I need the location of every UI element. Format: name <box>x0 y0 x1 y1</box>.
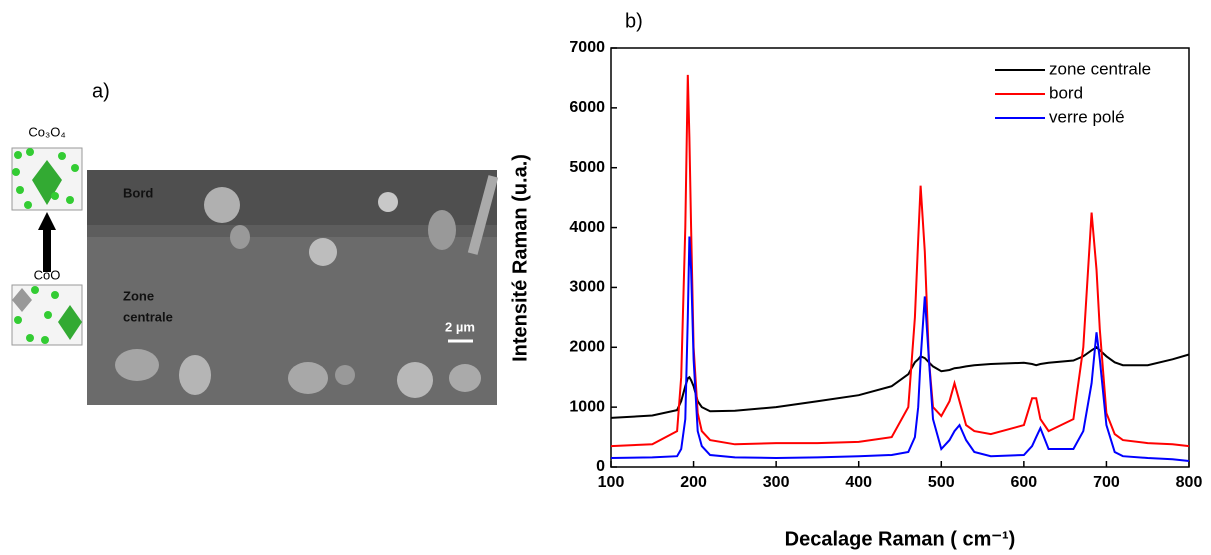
crystal-icon <box>11 147 83 211</box>
legend-label: zone centrale <box>1049 59 1151 78</box>
x-tick-label: 200 <box>680 474 707 491</box>
y-tick-label: 6000 <box>569 99 605 116</box>
structure-label: CoO <box>34 267 61 282</box>
y-tick-label: 1000 <box>569 398 605 415</box>
sem-label: Zone <box>123 288 154 303</box>
x-tick-label: 400 <box>845 474 872 491</box>
arrow <box>38 212 56 272</box>
y-tick-label: 0 <box>596 458 605 475</box>
y-tick-label: 4000 <box>569 219 605 236</box>
x-tick-label: 500 <box>928 474 955 491</box>
series-line <box>610 236 1190 462</box>
x-tick-label: 100 <box>598 474 625 491</box>
x-tick-label: 600 <box>1011 474 1038 491</box>
y-tick-label: 3000 <box>569 279 605 296</box>
x-tick-label: 800 <box>1176 474 1203 491</box>
x-tick-label: 700 <box>1093 474 1120 491</box>
series-line <box>610 346 1190 419</box>
x-axis-title: Decalage Raman ( cm⁻¹) <box>785 528 1016 550</box>
legend-label: bord <box>1049 83 1083 102</box>
y-tick-label: 7000 <box>569 39 605 56</box>
sem-label: Bord <box>123 185 153 200</box>
y-axis-title: Intensité Raman (u.a.) <box>509 154 531 362</box>
plot-frame <box>610 47 1190 468</box>
sem-label: centrale <box>123 309 173 324</box>
y-tick-label: 2000 <box>569 339 605 356</box>
scale-label: 2 µm <box>445 319 475 334</box>
x-tick-label: 300 <box>763 474 790 491</box>
crystal-icon <box>11 284 83 346</box>
structure-label: Co₃O₄ <box>28 124 65 139</box>
panel-label: a) <box>92 80 110 102</box>
sem-image <box>87 170 499 405</box>
legend-label: verre polé <box>1049 107 1125 126</box>
panel-label: b) <box>625 10 643 32</box>
y-tick-label: 5000 <box>569 159 605 176</box>
